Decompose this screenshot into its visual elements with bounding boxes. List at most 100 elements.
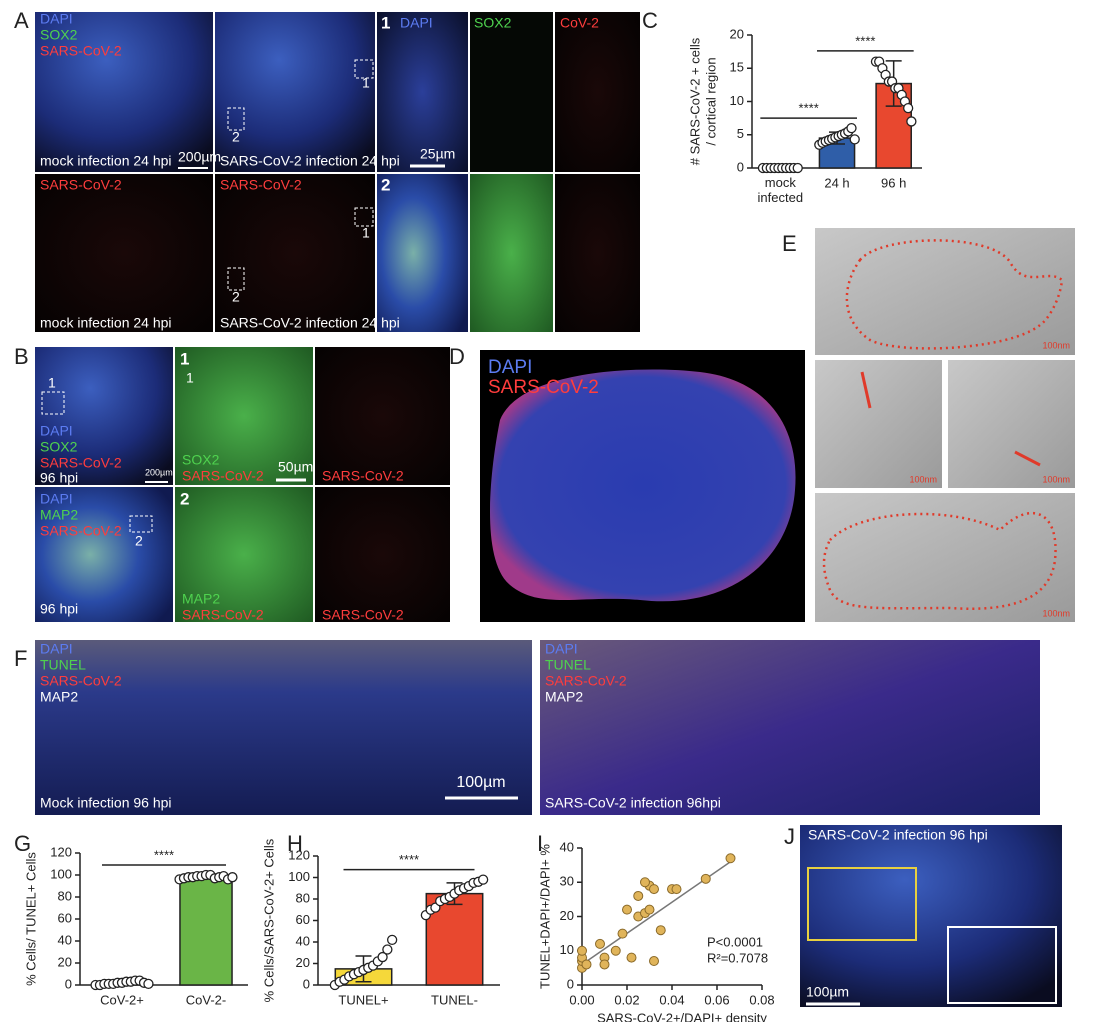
micrograph — [470, 174, 553, 332]
micrograph — [315, 347, 450, 485]
significance-label: **** — [154, 847, 174, 862]
y-axis-label: # SARS-CoV-2 + cells — [687, 37, 702, 165]
y-axis-label: / cortical region — [703, 57, 718, 145]
micrograph — [815, 493, 1075, 622]
image-label: DAPI — [40, 423, 73, 439]
image-label: 1 — [381, 13, 390, 32]
image-label: 1 — [48, 375, 56, 391]
image-label: MAP2 — [40, 689, 78, 705]
roi-box — [227, 267, 245, 291]
x-tick-label: 0.06 — [704, 992, 729, 1007]
image-label: SARS-CoV-2 — [40, 43, 122, 59]
x-tick-label: CoV-2+ — [100, 992, 144, 1007]
annotation: P<0.0001 — [707, 934, 763, 949]
data-point — [595, 938, 605, 949]
data-point — [622, 904, 632, 915]
micrograph — [800, 825, 1062, 1007]
micrograph — [175, 347, 313, 485]
roi-box — [129, 515, 153, 533]
y-tick-label: 40 — [58, 932, 72, 947]
micrograph — [175, 487, 313, 622]
panel-label: H — [287, 831, 303, 856]
image-label: SOX2 — [182, 452, 220, 468]
image-panels — [35, 12, 1075, 1007]
y-tick-label: 100 — [50, 866, 72, 881]
image-label: 2 — [180, 489, 189, 508]
data-point — [644, 904, 655, 915]
micrograph — [555, 174, 640, 332]
image-label: DAPI — [545, 641, 578, 657]
image-label: SARS-CoV-2 — [322, 468, 404, 484]
highlight-box — [947, 926, 1057, 1004]
y-tick-label: 80 — [296, 890, 310, 905]
y-tick-label: 100 — [288, 869, 310, 884]
significance-label: **** — [799, 101, 819, 116]
image-label: SARS-CoV-2 — [40, 673, 122, 689]
y-tick-label: 0 — [65, 976, 72, 991]
micrograph — [555, 12, 640, 172]
data-point — [700, 873, 711, 884]
y-tick-label: 60 — [296, 912, 310, 927]
micrograph — [35, 347, 173, 485]
highlight-box — [807, 867, 917, 941]
x-tick-label: 0.08 — [749, 992, 774, 1007]
x-tick-label: mock infected — [758, 175, 804, 205]
data-point — [846, 122, 857, 134]
image-label: SARS-CoV-2 infection 96hpi — [545, 795, 721, 811]
panel-label: D — [449, 344, 465, 369]
y-tick-label: 80 — [58, 888, 72, 903]
x-tick-label: 24 h — [824, 175, 849, 190]
y-tick-label: 20 — [296, 955, 310, 970]
image-label: SARS-CoV-2 — [40, 523, 122, 539]
micrograph — [35, 174, 213, 332]
image-label: 2 — [135, 533, 143, 549]
micrograph — [540, 640, 1040, 815]
image-label: SARS-CoV-2 infection 24 hpi — [220, 153, 400, 169]
image-label: 96 hpi — [40, 470, 78, 486]
x-tick-label: 0.02 — [614, 992, 639, 1007]
y-axis-label: % Cells/SARS-CoV-2+ Cells — [261, 838, 276, 1002]
panel-label: A — [14, 8, 29, 33]
image-label: 200µm — [178, 149, 221, 165]
y-tick-label: 120 — [288, 847, 310, 862]
image-label: SARS-CoV-2 — [545, 673, 627, 689]
data-point — [640, 877, 650, 888]
image-label: SARS-CoV-2 infection 24 hpi — [220, 315, 400, 331]
data-point — [671, 884, 682, 895]
x-tick-label: 0.04 — [659, 992, 684, 1007]
micrograph — [35, 487, 173, 622]
image-label: 2 — [232, 289, 240, 305]
image-label: 25µm — [420, 146, 455, 162]
y-tick-label: 30 — [560, 874, 574, 889]
image-label: 2 — [232, 129, 240, 145]
micrograph — [377, 12, 468, 172]
outline — [845, 239, 1064, 350]
image-label: 100nm — [1042, 474, 1070, 484]
data-point — [617, 928, 628, 939]
y-tick-label: 0 — [737, 159, 744, 174]
y-tick-label: 40 — [560, 839, 574, 854]
y-tick-label: 5 — [737, 126, 744, 141]
image-label: SOX2 — [474, 15, 512, 31]
image-label: Mock infection 96 hpi — [40, 795, 172, 811]
significance-label: **** — [399, 852, 419, 867]
image-label: DAPI — [40, 11, 73, 27]
image-label: SARS-CoV-2 — [40, 177, 122, 193]
image-label: 96 hpi — [40, 601, 78, 617]
data-point — [792, 162, 803, 174]
y-tick-label: 0 — [303, 976, 310, 991]
micrograph — [470, 12, 553, 172]
image-label: DAPI — [488, 357, 532, 378]
image-label: 100nm — [1042, 608, 1070, 618]
x-tick-label: 96 h — [881, 175, 906, 190]
y-tick-label: 20 — [730, 26, 744, 41]
data-point — [581, 959, 592, 970]
y-tick-label: 0 — [567, 976, 574, 991]
x-tick-label: TUNEL+ — [338, 992, 388, 1007]
roi-box — [354, 207, 374, 227]
bar — [179, 876, 233, 986]
significance-label: **** — [855, 33, 875, 48]
data-point — [377, 951, 388, 963]
